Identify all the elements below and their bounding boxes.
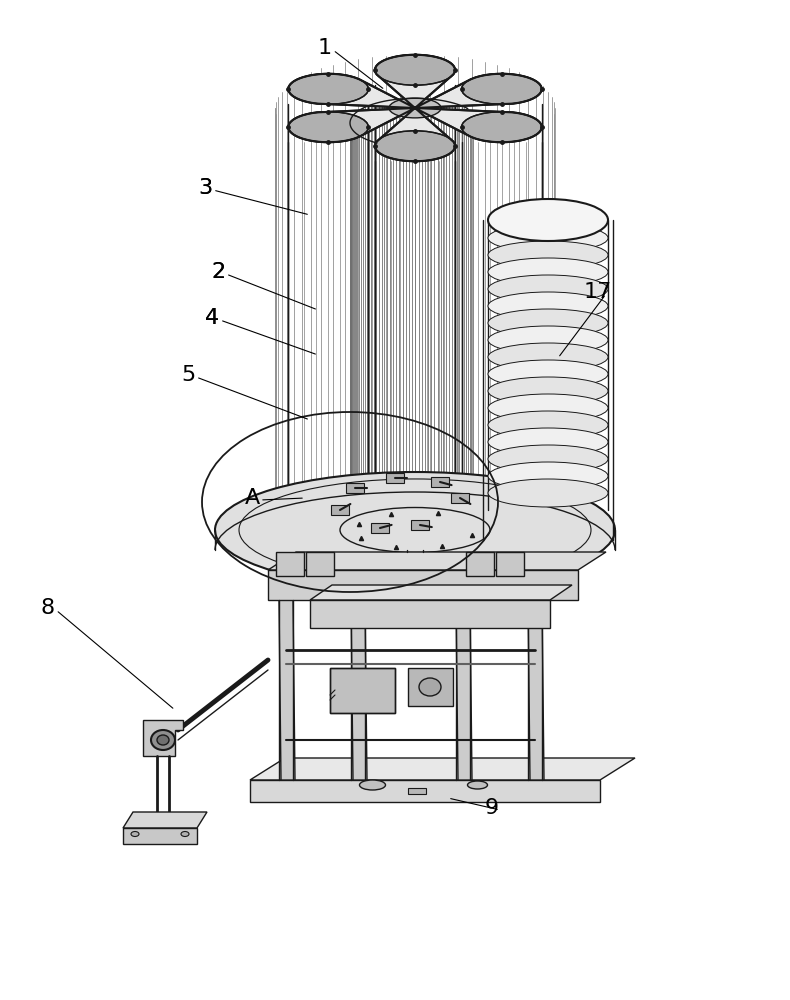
Polygon shape (143, 720, 183, 756)
Text: 2: 2 (211, 262, 225, 282)
Bar (346, 483, 364, 493)
Bar (330, 668, 395, 713)
Text: 2: 2 (211, 262, 225, 282)
Bar (451, 493, 469, 503)
Text: 5: 5 (181, 365, 195, 385)
Ellipse shape (488, 428, 608, 456)
Text: 4: 4 (205, 308, 219, 328)
Ellipse shape (488, 377, 608, 405)
Text: A: A (244, 488, 260, 508)
Ellipse shape (488, 394, 608, 422)
Bar (431, 477, 449, 487)
Ellipse shape (488, 292, 608, 320)
Ellipse shape (488, 275, 608, 303)
Ellipse shape (461, 74, 542, 104)
Polygon shape (250, 758, 635, 780)
Ellipse shape (215, 472, 615, 588)
Ellipse shape (151, 730, 175, 750)
Polygon shape (250, 780, 600, 802)
Ellipse shape (461, 112, 542, 142)
Polygon shape (288, 55, 542, 161)
Text: 3: 3 (198, 178, 212, 198)
Polygon shape (310, 585, 572, 600)
Ellipse shape (375, 515, 455, 545)
Ellipse shape (468, 781, 487, 789)
Text: 3: 3 (198, 178, 212, 198)
Bar (371, 523, 389, 533)
Ellipse shape (488, 326, 608, 354)
Bar (306, 552, 334, 576)
Ellipse shape (375, 55, 455, 85)
Ellipse shape (488, 445, 608, 473)
Ellipse shape (359, 780, 386, 790)
Ellipse shape (461, 515, 542, 545)
Ellipse shape (488, 360, 608, 388)
Ellipse shape (488, 462, 608, 490)
Ellipse shape (488, 479, 608, 507)
Bar (411, 520, 429, 530)
Ellipse shape (419, 678, 441, 696)
Polygon shape (456, 600, 472, 780)
Ellipse shape (488, 343, 608, 371)
Bar (408, 788, 426, 794)
Polygon shape (351, 600, 367, 780)
Ellipse shape (288, 74, 368, 104)
Ellipse shape (375, 131, 455, 161)
Bar (408, 668, 453, 706)
Polygon shape (310, 600, 550, 628)
Polygon shape (268, 570, 578, 600)
Text: 8: 8 (41, 598, 55, 618)
Polygon shape (123, 812, 207, 828)
Bar (466, 552, 494, 576)
Bar (331, 505, 349, 515)
Text: 9: 9 (485, 798, 499, 818)
Polygon shape (123, 828, 197, 844)
Ellipse shape (488, 309, 608, 337)
Ellipse shape (131, 832, 139, 836)
Polygon shape (268, 552, 606, 570)
Ellipse shape (488, 199, 608, 241)
Text: 1: 1 (318, 38, 332, 58)
Bar (386, 473, 404, 483)
Ellipse shape (488, 224, 608, 252)
Ellipse shape (288, 112, 368, 142)
Bar (276, 552, 304, 576)
Ellipse shape (157, 735, 169, 745)
Ellipse shape (488, 411, 608, 439)
Polygon shape (528, 600, 544, 780)
Ellipse shape (488, 258, 608, 286)
Bar (496, 552, 524, 576)
Bar (330, 668, 395, 713)
Ellipse shape (488, 241, 608, 269)
Polygon shape (279, 600, 295, 780)
Text: 17: 17 (584, 282, 612, 302)
Text: 4: 4 (205, 308, 219, 328)
Ellipse shape (288, 515, 368, 545)
Ellipse shape (389, 98, 441, 118)
Ellipse shape (181, 832, 189, 836)
